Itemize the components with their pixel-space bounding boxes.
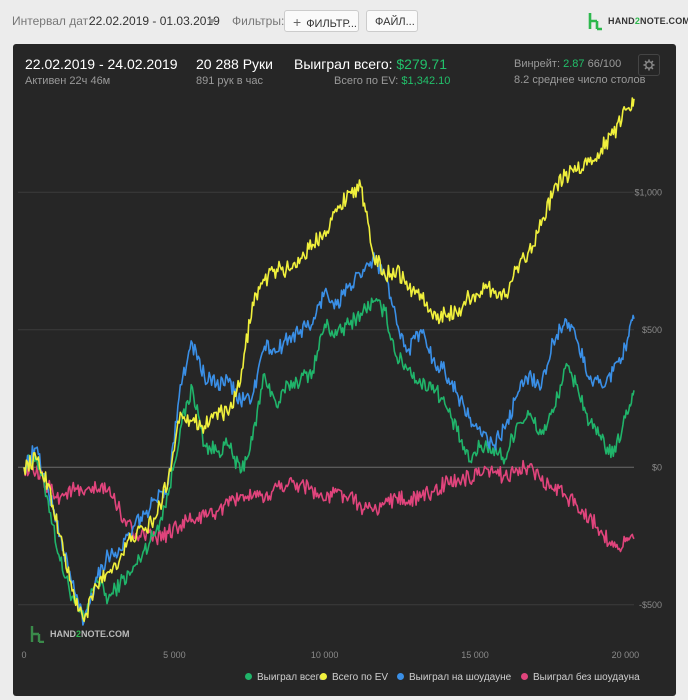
filters-label: Фильтры:: [232, 14, 285, 28]
series-line-won-no-showdown: [23, 459, 635, 553]
legend-label: Выиграл без шоудауна: [533, 672, 640, 683]
watermark-logo-icon: [30, 626, 44, 643]
ev-total-label: Всего по EV:: [334, 75, 399, 87]
y-tick-label: $500: [642, 325, 662, 335]
interval-dropdown[interactable]: 22.02.2019 - 01.03.2019: [89, 14, 220, 28]
plus-icon: +: [293, 14, 302, 30]
x-tick-label: 10 000: [311, 650, 339, 660]
winrate-value: 2.87: [563, 58, 585, 70]
legend-label: Выиграл всего: [257, 672, 325, 683]
avg-tables: 8.2 среднее число столов: [514, 74, 646, 86]
x-tick-label: 0: [21, 650, 26, 660]
legend-dot-icon: [397, 673, 404, 680]
x-tick-label: 5 000: [163, 650, 186, 660]
graph-panel: [13, 44, 676, 696]
legend-label: Выиграл на шоудауне: [409, 672, 512, 683]
x-tick-label: 15 000: [461, 650, 489, 660]
logo-text: HAND2NOTE.COM: [608, 16, 688, 26]
filter-button[interactable]: + ФИЛЬТР...: [284, 10, 359, 32]
legend-dot-icon: [320, 673, 327, 680]
series-line-won-showdown: [23, 252, 635, 626]
legend-item-won-no-showdown[interactable]: Выиграл без шоудауна: [521, 672, 640, 683]
active-time: Активен 22ч 46м: [25, 75, 111, 87]
y-tick-label: $1,000: [634, 187, 662, 197]
toolbar: Интервал дат: 22.02.2019 - 01.03.2019 Фи…: [0, 0, 688, 40]
hands-per-hour: 891 рук в час: [196, 75, 264, 87]
legend-item-won-total[interactable]: Выиграл всего: [245, 672, 325, 683]
gear-icon: [643, 59, 655, 71]
filter-button-label: ФИЛЬТР...: [306, 18, 357, 30]
series-line-ev-total: [23, 97, 635, 623]
series-line-won-total: [23, 297, 635, 623]
file-button-label: ФАЙЛ...: [375, 16, 415, 28]
won-total-value: $279.71: [396, 56, 447, 72]
settings-button[interactable]: [638, 54, 660, 76]
legend-item-won-showdown[interactable]: Выиграл на шоудауне: [397, 672, 511, 683]
hand2note-logo-icon: [588, 13, 602, 31]
won-total-label: Выиграл всего:: [294, 56, 393, 72]
brand-logo: HAND2NOTE.COM: [588, 11, 688, 31]
winrate-label: Винрейт:: [514, 58, 561, 70]
y-tick-label: $0: [652, 462, 662, 472]
ev-total-value: $1,342.10: [401, 75, 451, 87]
hands-count: 20 288 Руки: [196, 56, 273, 72]
y-tick-label: -$500: [639, 600, 662, 610]
winrate-hands: 66/100: [587, 58, 622, 70]
x-tick-label: 20 000: [612, 650, 640, 660]
watermark-text: HAND2NOTE.COM: [50, 629, 130, 639]
ev-total: Всего по EV: $1,342.10: [334, 75, 450, 87]
legend-label: Всего по EV: [332, 672, 389, 683]
interval-label: Интервал дат:: [12, 14, 92, 28]
file-button[interactable]: ФАЙЛ...: [366, 10, 418, 32]
chevron-down-icon[interactable]: [208, 19, 216, 24]
legend-dot-icon: [521, 673, 528, 680]
won-total: Выиграл всего: $279.71: [294, 56, 447, 72]
legend-item-ev-total[interactable]: Всего по EV: [320, 672, 388, 683]
legend-dot-icon: [245, 673, 252, 680]
winrate: Винрейт: 2.87 66/100: [514, 58, 621, 70]
date-range: 22.02.2019 - 24.02.2019: [25, 56, 178, 72]
